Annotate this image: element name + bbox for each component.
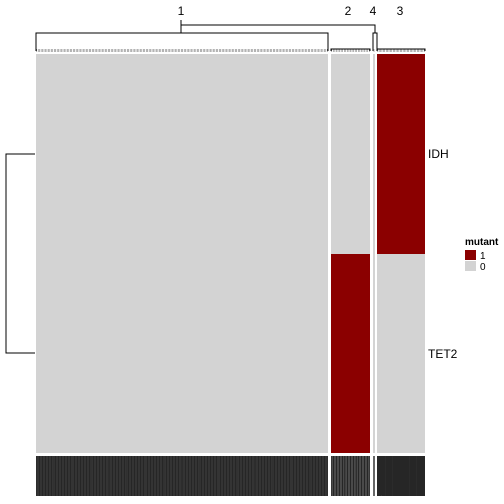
column-label-group-3	[377, 456, 425, 496]
dendrogram-leaves-1	[36, 49, 328, 52]
dendrogram-root	[180, 20, 376, 33]
column-dendrogram	[35, 20, 426, 52]
heatmap-body	[36, 54, 425, 453]
dendrogram-leaves-3	[377, 49, 425, 52]
legend-swatch-mutant	[465, 250, 476, 260]
cluster-dendrogram-3	[376, 48, 426, 52]
dendrogram-leaves-2	[331, 49, 370, 52]
dendrogram-bracket-1	[35, 32, 329, 51]
heatmap-cell-4-idh	[373, 54, 375, 254]
heatmap-cell-4-tet2	[373, 254, 375, 453]
cluster-label-4: 4	[370, 4, 377, 18]
row-dendrogram	[5, 153, 35, 354]
dendrogram-bracket-4	[372, 27, 378, 51]
row-label-idh: IDH	[428, 147, 449, 161]
cluster-label-2: 2	[345, 4, 352, 18]
legend-swatch-wildtype	[465, 261, 476, 271]
column-labels	[36, 456, 425, 496]
column-label-group-2	[331, 456, 370, 496]
legend: mutant 1 0	[465, 237, 499, 273]
dendrogram-bracket-3	[376, 48, 426, 51]
heatmap-cell-1-idh	[36, 54, 328, 254]
heatmap-cell-2-idh	[331, 54, 370, 254]
legend-label-wildtype: 0	[480, 262, 486, 273]
cluster-label-3: 3	[397, 4, 404, 18]
row-dendrogram-link	[5, 153, 35, 354]
heatmap-cell-3-idh	[377, 54, 425, 254]
cluster-dendrogram-4	[372, 27, 378, 52]
heatmap-cell-2-tet2	[331, 254, 370, 453]
heatmap-cell-3-tet2	[377, 254, 425, 453]
row-labels: IDH TET2	[428, 147, 458, 361]
cluster-labels: 1 2 4 3	[178, 4, 404, 18]
column-label-group-1	[36, 456, 328, 496]
legend-title: mutant	[465, 237, 499, 248]
row-label-tet2: TET2	[428, 347, 458, 361]
cluster-dendrogram-1	[35, 32, 329, 52]
heatmap-cell-1-tet2	[36, 254, 328, 453]
legend-label-mutant: 1	[480, 251, 486, 262]
cluster-label-1: 1	[178, 4, 185, 18]
cluster-dendrogram-2	[330, 48, 371, 52]
